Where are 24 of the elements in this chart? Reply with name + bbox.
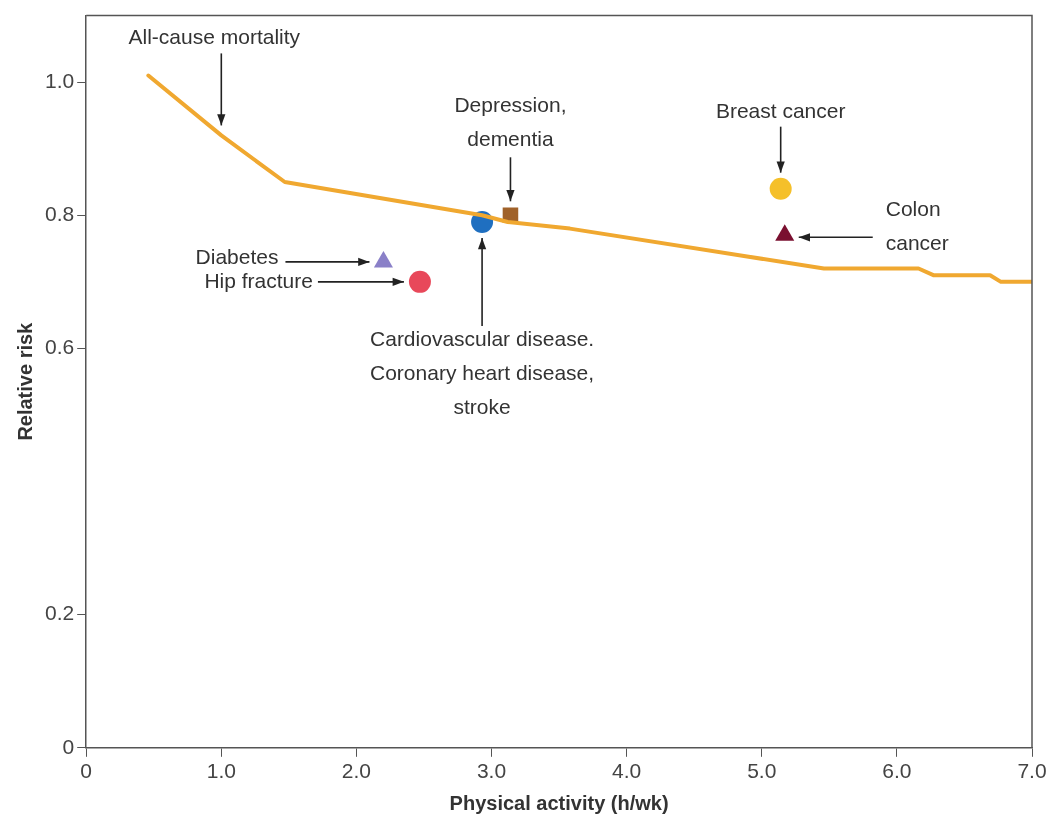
x-axis-title: Physical activity (h/wk)	[449, 791, 669, 814]
x-tick-label: 7.0	[1017, 759, 1047, 783]
y-tick-label: 0.2	[44, 601, 75, 625]
x-tick-label: 2.0	[341, 759, 372, 783]
x-tick-label: 6.0	[882, 759, 912, 783]
point	[408, 270, 431, 293]
x-tick-label: 0	[80, 759, 93, 783]
text: Hip fracture	[204, 268, 313, 292]
y-tick-label: 0.6	[44, 335, 75, 359]
y-tick-label: 1.0	[44, 68, 75, 92]
text: Colon cancer	[885, 197, 949, 255]
x-tick-label: 4.0	[612, 759, 642, 783]
y-tick-label: 0.8	[44, 202, 75, 226]
point	[769, 177, 792, 200]
x-tick-label: 1.0	[206, 759, 236, 783]
x-tick-label: 5.0	[747, 759, 777, 783]
text: Diabetes	[195, 244, 279, 268]
x-tick-label: 3.0	[476, 759, 507, 783]
y-tick-label: 0	[62, 734, 75, 758]
series-label: All-cause mortality	[128, 25, 301, 49]
text: Breast cancer	[715, 99, 846, 123]
y-axis-title: Relative risk	[13, 321, 36, 441]
text: Depression, dementia	[454, 93, 567, 151]
text: Cardiovascular disease. Coronary heart disease, stroke	[370, 326, 595, 418]
